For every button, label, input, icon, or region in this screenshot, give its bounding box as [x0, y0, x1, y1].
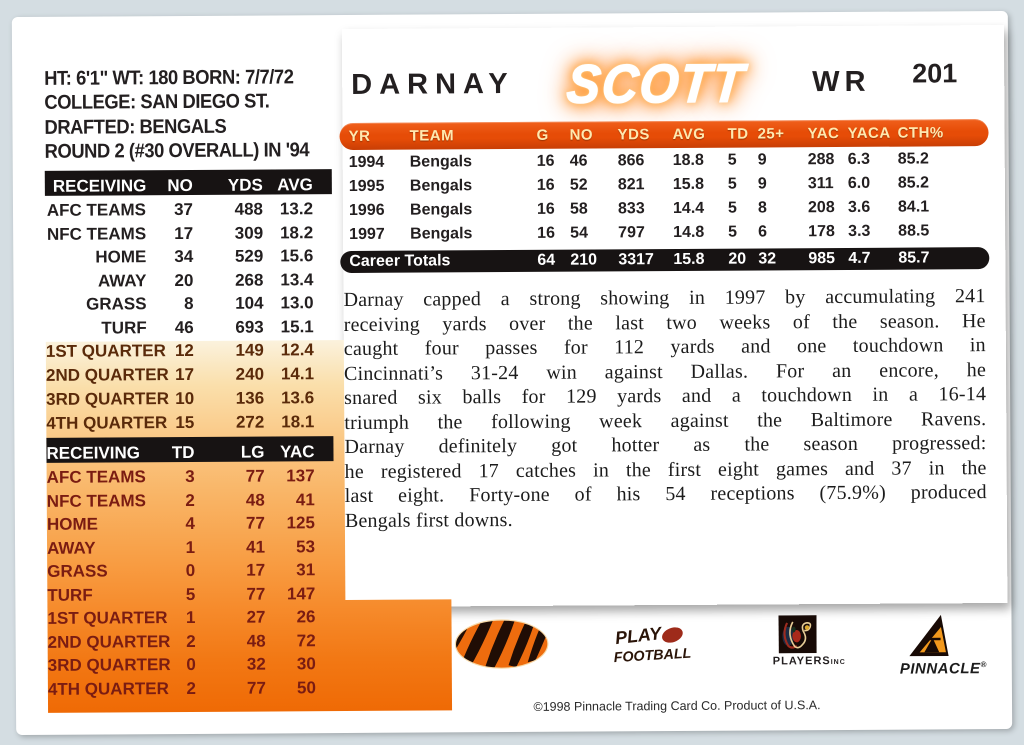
- svg-text:PLAY: PLAY: [614, 623, 664, 648]
- svg-text:FOOTBALL: FOOTBALL: [614, 646, 692, 667]
